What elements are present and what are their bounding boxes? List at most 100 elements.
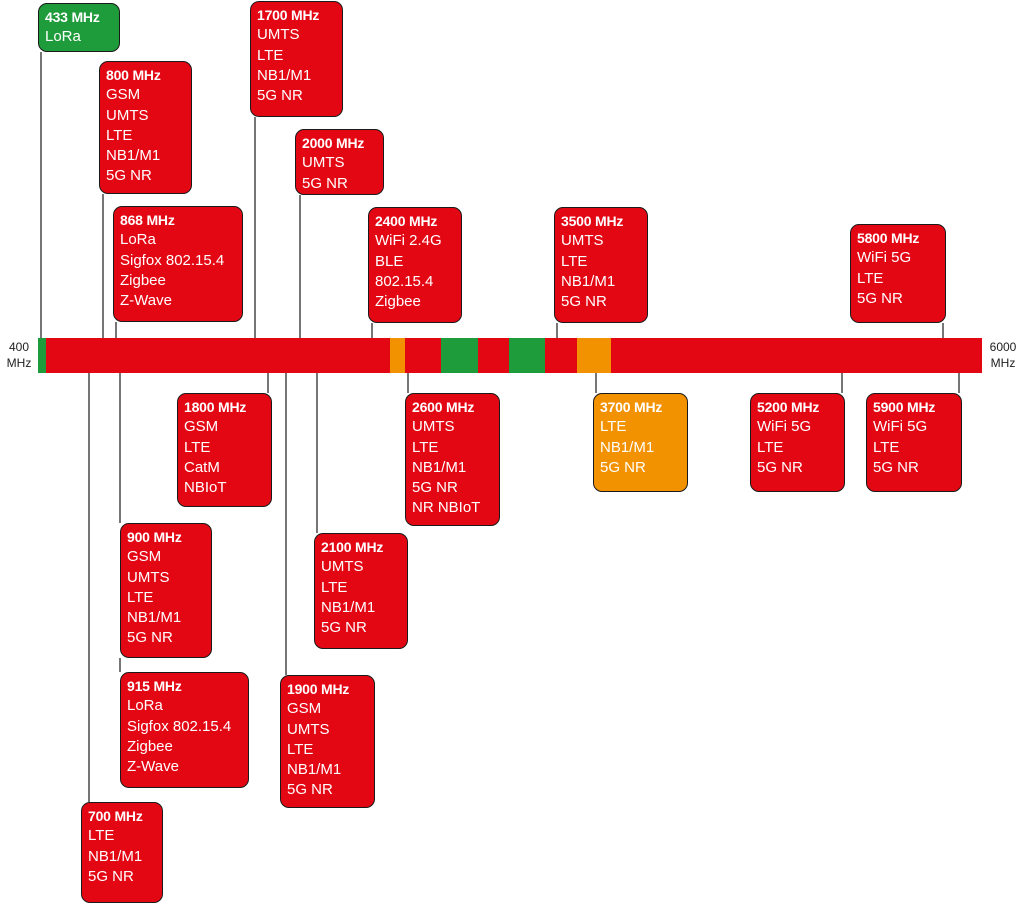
band-technology: LTE	[600, 418, 627, 436]
band-technology: UMTS	[257, 26, 300, 44]
spectrum-bar	[38, 338, 982, 373]
band-frequency: 3500 MHz	[561, 213, 624, 229]
band-technology: 5G NR	[321, 619, 367, 637]
band-technology: LTE	[412, 438, 439, 456]
band-technology: BLE	[375, 252, 404, 270]
band-box: 700 MHz LTE NB1/M1 5G NR	[81, 802, 163, 903]
band-box: 5900 MHz WiFi 5G LTE 5G NR	[866, 393, 962, 492]
spectrum-segment	[577, 338, 611, 373]
band-frequency: 900 MHz	[127, 529, 182, 545]
axis-max-value: 6000	[989, 340, 1017, 354]
band-technology: WiFi 5G	[757, 418, 812, 436]
axis-min-value: 400	[8, 340, 30, 354]
band-technology: 5G NR	[600, 458, 646, 476]
band-technology: LTE	[127, 588, 154, 606]
band-technology: NBIoT	[184, 479, 227, 497]
spectrum-segment	[545, 338, 577, 373]
band-box: 2400 MHz WiFi 2.4G BLE 802.15.4 Zigbee	[368, 207, 462, 323]
band-technology: Z-Wave	[127, 758, 179, 776]
band-box: 2100 MHz UMTS LTE NB1/M1 5G NR	[314, 533, 408, 649]
spectrum-segment	[611, 338, 982, 373]
band-technology: WiFi 5G	[873, 418, 928, 436]
band-technology: UMTS	[412, 418, 455, 436]
band-technology: UMTS	[321, 558, 364, 576]
spectrum-segment	[478, 338, 509, 373]
band-frequency: 5200 MHz	[757, 399, 820, 415]
band-frequency: 1700 MHz	[257, 7, 320, 23]
band-box: 5800 MHz WiFi 5G LTE 5G NR	[850, 224, 946, 323]
band-technology: LTE	[184, 438, 211, 456]
band-technology: Z-Wave	[120, 292, 172, 310]
band-technology: LoRa	[45, 28, 81, 46]
band-technology: NB1/M1	[257, 66, 312, 84]
band-technology: LTE	[88, 827, 115, 845]
band-frequency: 868 MHz	[120, 212, 175, 228]
spectrum-segment	[38, 338, 46, 373]
band-technology: 5G NR	[287, 781, 333, 799]
band-technology: GSM	[287, 700, 322, 718]
band-frequency: 700 MHz	[88, 808, 143, 824]
band-technology: GSM	[184, 418, 219, 436]
band-technology: Sigfox 802.15.4	[127, 717, 232, 735]
band-technology: 5G NR	[873, 458, 919, 476]
band-technology: NR NBIoT	[412, 499, 481, 517]
band-technology: UMTS	[106, 106, 149, 124]
band-technology: LTE	[321, 578, 348, 596]
band-technology: NB1/M1	[600, 438, 655, 456]
band-technology: NB1/M1	[106, 147, 161, 165]
axis-max-unit: MHz	[990, 356, 1016, 370]
band-box: 2600 MHz UMTS LTE NB1/M1 5G NR NR NBIoT	[405, 393, 500, 526]
band-technology: 5G NR	[561, 293, 607, 311]
band-technology: 802.15.4	[375, 272, 434, 290]
band-technology: LTE	[257, 46, 284, 64]
band-technology: LTE	[561, 252, 588, 270]
band-technology: NB1/M1	[412, 458, 467, 476]
band-technology: UMTS	[127, 568, 170, 586]
band-technology: Zigbee	[127, 737, 173, 755]
band-frequency: 5800 MHz	[857, 230, 920, 246]
band-technology: LTE	[106, 126, 133, 144]
band-frequency: 5900 MHz	[873, 399, 936, 415]
band-technology: LoRa	[127, 697, 163, 715]
band-box: 868 MHz LoRa Sigfox 802.15.4 Zigbee Z-Wave	[113, 206, 243, 322]
band-frequency: 2400 MHz	[375, 213, 438, 229]
band-technology: LTE	[287, 740, 314, 758]
band-technology: Sigfox 802.15.4	[120, 251, 225, 269]
band-technology: 5G NR	[88, 867, 134, 885]
band-technology: GSM	[106, 86, 141, 104]
axis-min-unit: MHz	[6, 356, 32, 370]
band-technology: 5G NR	[857, 289, 903, 307]
band-technology: UMTS	[561, 232, 604, 250]
band-box: 3500 MHz UMTS LTE NB1/M1 5G NR	[554, 207, 648, 323]
band-box: 800 MHz GSM UMTS LTE NB1/M1 5G NR	[99, 61, 192, 194]
spectrum-segment	[46, 338, 390, 373]
band-technology: LoRa	[120, 231, 156, 249]
spectrum-segment	[441, 338, 478, 373]
band-technology: NB1/M1	[287, 761, 342, 779]
band-technology: NB1/M1	[561, 272, 616, 290]
band-frequency: 2100 MHz	[321, 539, 384, 555]
band-frequency: 800 MHz	[106, 67, 161, 83]
band-technology: GSM	[127, 548, 162, 566]
band-frequency: 2600 MHz	[412, 399, 475, 415]
band-box: 1700 MHz UMTS LTE NB1/M1 5G NR	[250, 1, 343, 117]
axis-min-label: 400 MHz	[2, 339, 36, 371]
band-box: 3700 MHz LTE NB1/M1 5G NR	[593, 393, 688, 492]
band-technology: LTE	[857, 269, 884, 287]
band-box: 433 MHz LoRa	[38, 3, 120, 52]
band-technology: WiFi 2.4G	[375, 232, 442, 250]
band-frequency: 2000 MHz	[302, 135, 365, 151]
band-frequency: 3700 MHz	[600, 399, 663, 415]
band-technology: WiFi 5G	[857, 249, 912, 267]
band-technology: 5G NR	[757, 458, 803, 476]
band-technology: UMTS	[302, 154, 345, 172]
band-box: 1900 MHz GSM UMTS LTE NB1/M1 5G NR	[280, 675, 375, 808]
band-frequency: 1900 MHz	[287, 681, 350, 697]
band-technology: 5G NR	[257, 87, 303, 105]
axis-max-label: 6000 MHz	[984, 339, 1022, 371]
band-box: 2000 MHz UMTS 5G NR	[295, 129, 384, 195]
band-frequency: 1800 MHz	[184, 399, 247, 415]
band-technology: CatM	[184, 458, 220, 476]
band-box: 900 MHz GSM UMTS LTE NB1/M1 5G NR	[120, 523, 212, 658]
